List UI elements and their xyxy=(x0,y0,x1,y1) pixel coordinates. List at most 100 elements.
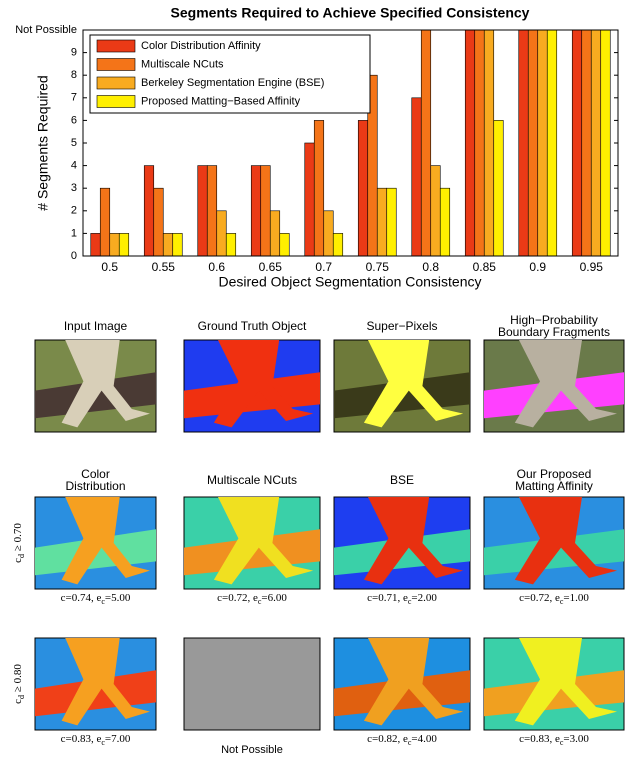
bar xyxy=(323,210,334,257)
bar xyxy=(250,165,262,257)
y-tick-label: Not Possible xyxy=(15,24,77,36)
bar xyxy=(430,165,441,257)
caption-tail: =6.00 xyxy=(261,592,287,604)
legend-swatch xyxy=(96,39,136,53)
bar xyxy=(90,233,101,257)
image-figure xyxy=(213,497,314,585)
y-tick-label: 0 xyxy=(71,250,77,262)
image-panel xyxy=(34,637,157,731)
y-tick-label: 5 xyxy=(71,137,77,149)
method-title: Multiscale NCuts xyxy=(207,473,297,487)
bar xyxy=(386,187,397,257)
bar xyxy=(260,165,271,257)
plot-frame xyxy=(82,29,619,257)
caption: c=0.82, ec=4.00 xyxy=(367,733,437,747)
caption: cd ≥ 0.70 xyxy=(12,523,26,563)
bar xyxy=(581,29,592,257)
x-tick-label: 0.6 xyxy=(208,260,225,274)
bar xyxy=(546,29,558,257)
method-title: Color xyxy=(81,467,110,481)
x-tick-label: 0.65 xyxy=(259,260,283,274)
image-panel xyxy=(333,496,471,590)
image-figure xyxy=(363,497,464,585)
x-tick-label: 0.8 xyxy=(422,260,439,274)
bar xyxy=(143,165,155,257)
caption: c=0.72, ec=1.00 xyxy=(519,592,589,606)
bar xyxy=(439,187,451,257)
image-figure xyxy=(213,340,314,428)
x-tick-label: 0.7 xyxy=(315,260,332,274)
bar xyxy=(225,233,237,257)
bar xyxy=(99,187,111,257)
caption-main: c=0.83, e xyxy=(519,733,560,745)
bar xyxy=(197,165,208,257)
x-tick-label: 0.85 xyxy=(473,260,497,274)
caption: Not Possible xyxy=(221,744,283,756)
caption-tail: ≥ 0.80 xyxy=(12,664,24,695)
caption-tail: =5.00 xyxy=(105,592,131,604)
image-figure xyxy=(363,340,464,428)
bar xyxy=(571,29,583,257)
caption-tail: =4.00 xyxy=(411,733,437,745)
caption-main: c=0.72, e xyxy=(519,592,560,604)
caption: c=0.83, ec=7.00 xyxy=(61,733,131,747)
panel-title: High−Probability xyxy=(510,313,598,327)
y-tick-label: 3 xyxy=(71,182,77,194)
bar xyxy=(118,233,130,257)
caption-main: c=0.71, e xyxy=(367,592,408,604)
bar xyxy=(537,29,548,257)
caption: cd ≥ 0.80 xyxy=(12,664,26,704)
bar xyxy=(527,29,539,257)
caption: c=0.83, ec=3.00 xyxy=(519,733,589,747)
bar xyxy=(332,233,344,257)
image-panel xyxy=(483,637,625,731)
legend-label: Proposed Matting−Based Affinity xyxy=(141,95,301,107)
legend-swatch xyxy=(96,95,136,108)
image-panel xyxy=(483,496,625,590)
method-title: Our Proposed xyxy=(517,467,592,481)
bar xyxy=(493,120,504,257)
image-figure xyxy=(514,340,617,428)
caption-sub: d xyxy=(17,554,26,558)
image-figure xyxy=(363,638,464,726)
caption: c=0.71, ec=2.00 xyxy=(367,592,437,606)
caption-sub: c xyxy=(101,738,105,747)
bar xyxy=(153,187,164,257)
image-panel xyxy=(333,637,471,731)
x-tick-label: 0.75 xyxy=(366,260,390,274)
image-figure xyxy=(61,340,150,428)
caption-sub: d xyxy=(17,695,26,699)
caption-sub: c xyxy=(258,597,262,606)
panel-title: Ground Truth Object xyxy=(198,319,307,333)
bar xyxy=(216,210,227,257)
bar xyxy=(464,29,476,257)
panel-title: Input Image xyxy=(64,319,128,333)
bar xyxy=(474,29,485,257)
image-panel xyxy=(333,339,471,433)
method-title: BSE xyxy=(390,473,414,487)
legend-swatch xyxy=(96,76,136,90)
caption-tail: =3.00 xyxy=(563,733,589,745)
y-tick-label: 4 xyxy=(71,160,77,172)
caption-main: c xyxy=(12,699,24,704)
legend-label: Berkeley Segmentation Engine (BSE) xyxy=(141,77,324,89)
bar xyxy=(279,233,290,257)
panel-title: Super−Pixels xyxy=(366,319,437,333)
x-tick-label: 0.9 xyxy=(529,260,546,274)
y-tick-label: 7 xyxy=(71,92,77,104)
caption-main: Not Possible xyxy=(221,744,283,756)
legend-label: Multiscale NCuts xyxy=(141,58,224,70)
x-tick-label: 0.55 xyxy=(152,260,176,274)
method-title: Matting Affinity xyxy=(515,479,593,493)
x-tick-label: 0.95 xyxy=(580,260,604,274)
caption-sub: c xyxy=(408,738,412,747)
bar xyxy=(518,29,529,257)
caption-tail: =7.00 xyxy=(105,733,131,745)
bar xyxy=(590,29,602,257)
image-figure xyxy=(61,638,150,726)
bar xyxy=(600,29,611,257)
x-axis-label: Desired Object Segmentation Consistency xyxy=(218,274,481,290)
caption: c=0.72, ec=6.00 xyxy=(217,592,287,606)
bar xyxy=(357,120,369,257)
y-tick-label: 8 xyxy=(71,69,77,81)
